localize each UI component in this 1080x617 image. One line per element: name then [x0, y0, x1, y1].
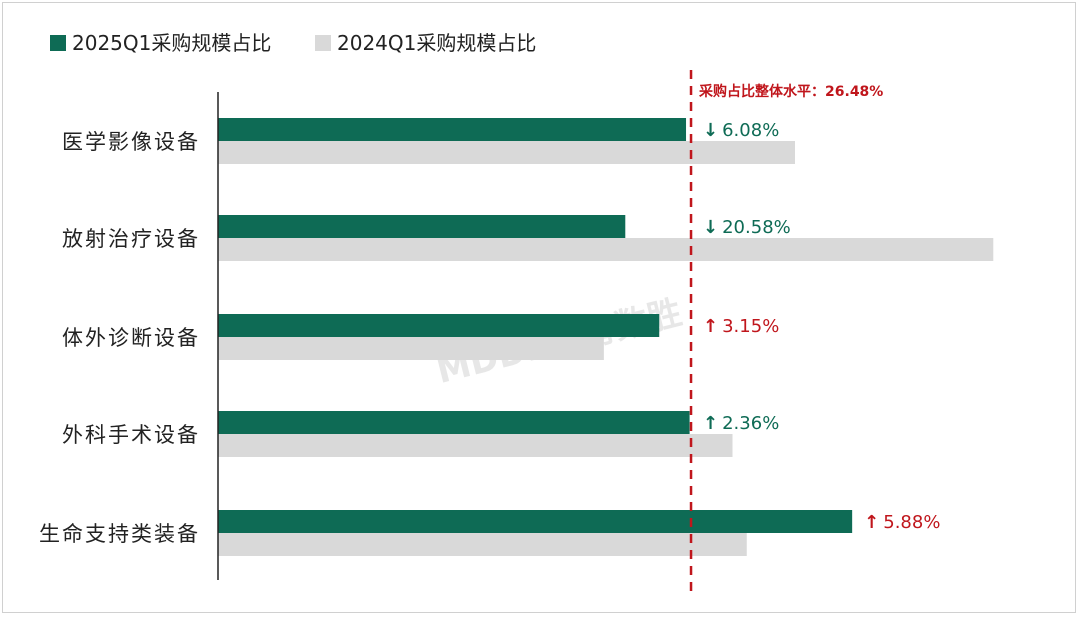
- change-value-4: 5.88%: [883, 512, 940, 533]
- category-label-0: 医学影像设备: [62, 130, 200, 154]
- change-label-3: ↑ 2.36%: [703, 413, 779, 434]
- legend: 2025Q1采购规模占比 2024Q1采购规模占比: [50, 31, 536, 55]
- reference-line-label: 采购占比整体水平：26.48%: [698, 83, 883, 100]
- change-arrow-icon-4: ↑: [864, 512, 879, 533]
- change-label-2: ↑ 3.15%: [703, 316, 779, 337]
- bar-2025q1-2: [218, 314, 660, 337]
- legend-label-0: 2025Q1采购规模占比: [72, 31, 271, 55]
- change-label-4: ↑ 5.88%: [864, 512, 940, 533]
- category-label-1: 放射治疗设备: [62, 227, 200, 251]
- change-value-0: 6.08%: [722, 120, 779, 141]
- bars: [218, 118, 994, 556]
- change-arrow-icon-0: ↓: [703, 120, 718, 141]
- bar-2025q1-3: [218, 411, 690, 434]
- bar-2024q1-0: [218, 141, 795, 164]
- bar-2025q1-1: [218, 215, 626, 238]
- bar-2024q1-1: [218, 238, 994, 261]
- reference-line: 采购占比整体水平：26.48%: [689, 70, 883, 595]
- legend-swatch-0: [50, 35, 66, 51]
- change-labels: ↓ 6.08%↓ 20.58%↑ 3.15%↑ 2.36%↑ 5.88%: [703, 120, 940, 533]
- bar-2025q1-4: [218, 510, 853, 533]
- change-arrow-icon-1: ↓: [703, 217, 718, 238]
- bar-2024q1-2: [218, 337, 604, 360]
- change-arrow-icon-2: ↑: [703, 316, 718, 337]
- change-label-0: ↓ 6.08%: [703, 120, 779, 141]
- change-label-1: ↓ 20.58%: [703, 217, 791, 238]
- category-label-2: 体外诊断设备: [62, 326, 200, 350]
- category-label-3: 外科手术设备: [62, 423, 200, 447]
- legend-label-1: 2024Q1采购规模占比: [337, 31, 536, 55]
- category-label-4: 生命支持类装备: [39, 522, 200, 546]
- change-value-3: 2.36%: [722, 413, 779, 434]
- bar-2024q1-4: [218, 533, 747, 556]
- bar-2024q1-3: [218, 434, 733, 457]
- legend-swatch-1: [315, 35, 331, 51]
- change-value-1: 20.58%: [722, 217, 791, 238]
- change-arrow-icon-3: ↑: [703, 413, 718, 434]
- bar-2025q1-0: [218, 118, 687, 141]
- change-value-2: 3.15%: [722, 316, 779, 337]
